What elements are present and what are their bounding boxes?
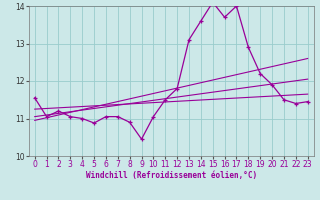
X-axis label: Windchill (Refroidissement éolien,°C): Windchill (Refroidissement éolien,°C) [86,171,257,180]
